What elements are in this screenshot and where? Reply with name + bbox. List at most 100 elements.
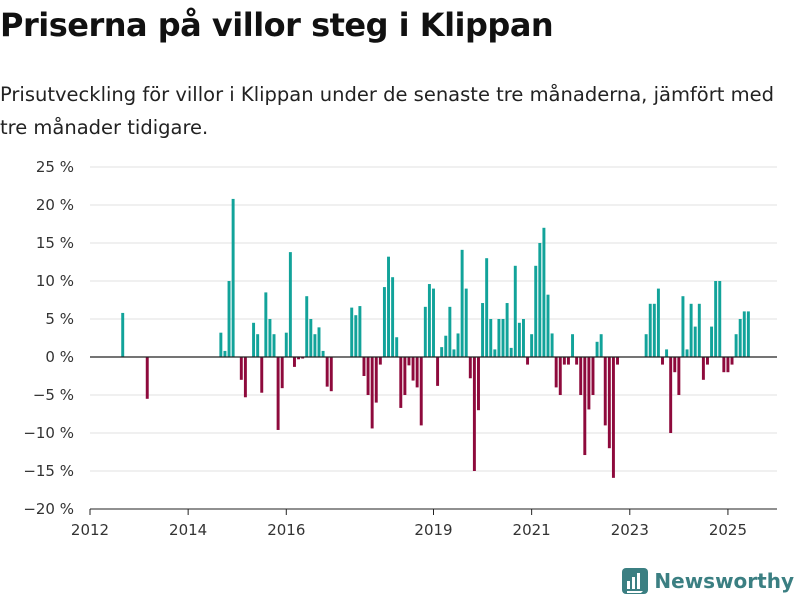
bar xyxy=(542,227,546,357)
bar xyxy=(382,287,386,357)
bar xyxy=(411,357,415,381)
x-tick-label: 2021 xyxy=(513,521,551,539)
bar xyxy=(358,306,362,357)
y-tick-label: −5 % xyxy=(33,386,74,404)
bar xyxy=(452,349,456,357)
bar xyxy=(530,334,534,357)
bar xyxy=(305,296,309,357)
bar xyxy=(616,357,619,365)
x-tick-label: 2016 xyxy=(267,521,305,539)
bar xyxy=(685,349,689,357)
bar xyxy=(681,296,685,357)
bar xyxy=(485,258,489,357)
bar xyxy=(550,333,554,357)
bar xyxy=(665,349,669,357)
y-tick-label: −10 % xyxy=(23,424,74,442)
bar xyxy=(403,357,407,395)
bar xyxy=(256,334,260,357)
bar xyxy=(734,334,738,357)
bar xyxy=(432,288,435,357)
bar xyxy=(272,334,276,357)
bar xyxy=(730,357,734,365)
bar xyxy=(329,357,333,392)
brand-name: Newsworthy xyxy=(654,569,794,593)
bar xyxy=(378,357,382,365)
bar xyxy=(677,357,681,395)
y-tick-label: 15 % xyxy=(36,234,74,252)
bar xyxy=(673,357,677,373)
x-tick-label: 2023 xyxy=(611,521,649,539)
bar xyxy=(693,326,697,357)
bar xyxy=(742,311,746,357)
bar xyxy=(579,357,583,395)
bar xyxy=(513,265,517,357)
bar xyxy=(223,350,227,357)
bar xyxy=(362,357,366,376)
x-tick-label: 2025 xyxy=(709,521,747,539)
bar xyxy=(562,357,566,365)
bar xyxy=(292,357,296,367)
bar xyxy=(656,288,660,357)
bar xyxy=(546,294,550,357)
bar xyxy=(477,357,480,411)
bar xyxy=(252,322,256,357)
bar xyxy=(464,288,468,357)
bar xyxy=(648,303,652,357)
bar xyxy=(387,256,390,357)
bar xyxy=(583,357,587,456)
gridlines xyxy=(90,166,777,510)
x-tick-label: 2019 xyxy=(414,521,452,539)
bar xyxy=(309,319,313,357)
bar xyxy=(493,349,497,357)
y-tick-label: −20 % xyxy=(23,500,74,518)
bar xyxy=(468,357,472,379)
bar xyxy=(722,357,726,373)
bar xyxy=(374,357,378,403)
bar xyxy=(280,357,284,389)
bar xyxy=(456,333,460,357)
bar xyxy=(444,335,448,357)
bar xyxy=(481,303,485,357)
bar xyxy=(697,303,701,357)
y-tick-label: 10 % xyxy=(36,272,74,290)
bar xyxy=(489,319,493,357)
bar xyxy=(607,357,611,449)
bar xyxy=(587,357,591,410)
bar xyxy=(395,337,399,357)
bar xyxy=(264,292,268,357)
bar xyxy=(415,357,419,388)
bar xyxy=(366,357,370,395)
bar xyxy=(554,357,558,388)
bar xyxy=(521,319,525,357)
bar xyxy=(746,311,750,357)
bar xyxy=(738,319,742,357)
bar xyxy=(591,357,595,395)
bar xyxy=(419,357,423,426)
bar xyxy=(354,315,358,357)
chart-title: Priserna på villor steg i Klippan xyxy=(0,6,554,44)
bar xyxy=(423,306,427,357)
bar xyxy=(460,249,464,357)
y-tick-label: 0 % xyxy=(45,348,74,366)
brand-logo: Newsworthy xyxy=(622,568,794,594)
bar xyxy=(538,243,542,357)
bar xyxy=(268,319,272,357)
bar xyxy=(276,357,280,430)
y-tick-label: 25 % xyxy=(36,158,74,176)
bar xyxy=(706,357,709,365)
bar xyxy=(350,307,354,357)
bar xyxy=(599,334,603,357)
axes xyxy=(89,356,777,515)
bar xyxy=(595,341,599,357)
bar xyxy=(427,284,431,357)
bar xyxy=(321,350,325,357)
bar xyxy=(325,357,329,387)
bar xyxy=(517,322,521,357)
bar xyxy=(407,357,411,366)
bar xyxy=(317,327,321,357)
bar xyxy=(391,277,395,357)
bar xyxy=(726,357,730,373)
bar xyxy=(231,198,235,357)
y-tick-label: 20 % xyxy=(36,196,74,214)
bar xyxy=(509,347,513,357)
